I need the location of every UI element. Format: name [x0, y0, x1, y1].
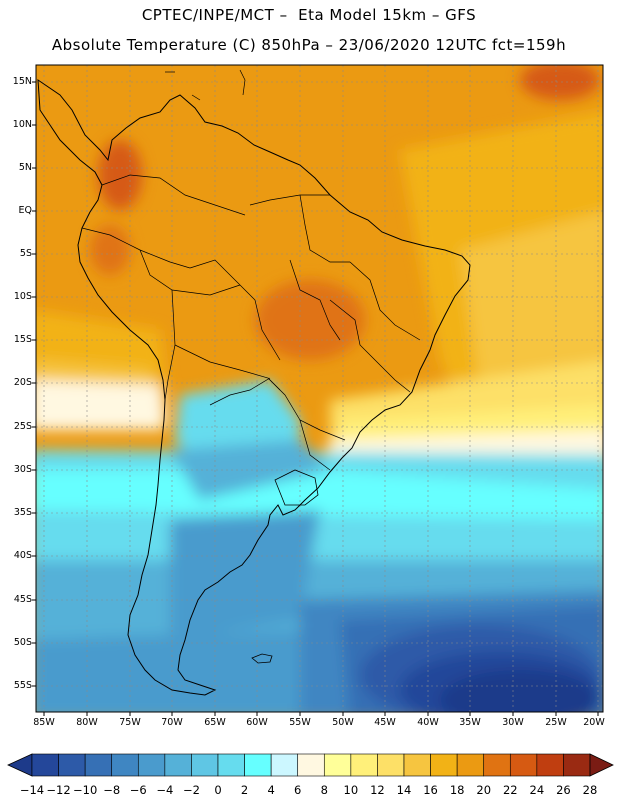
colorbar-cell — [456, 753, 485, 777]
colorbar-tick-label: −4 — [156, 783, 174, 797]
colorbar-cell — [377, 753, 405, 777]
colorbar-tick-label: 4 — [267, 783, 275, 797]
colorbar-tick-label: −14 — [19, 783, 45, 797]
colorbar-tick-label: 28 — [582, 783, 598, 797]
x-axis-label: 60W — [246, 717, 268, 728]
colorbar-cell — [430, 753, 458, 777]
y-axis-label: 55S — [13, 680, 32, 691]
x-axis-label: 75W — [119, 717, 141, 728]
colorbar-tick-label: 2 — [240, 783, 249, 797]
colorbar-cell — [191, 753, 219, 777]
colorbar-tick-label: 24 — [529, 783, 545, 797]
x-axis-label: 30W — [502, 717, 524, 728]
y-axis-label: 5N — [18, 162, 32, 173]
y-axis-label: 35S — [13, 507, 32, 518]
colorbar-tick-label: 6 — [294, 783, 302, 797]
colorbar-cell — [536, 753, 564, 777]
colorbar-tick-label: 8 — [320, 783, 328, 797]
y-axis-label: 5S — [19, 248, 32, 259]
colorbar-tick-label: −6 — [129, 783, 147, 797]
colorbar-tick-label: 12 — [370, 783, 385, 797]
colorbar-cell — [483, 753, 511, 777]
colorbar-tick-label: 16 — [423, 783, 438, 797]
colorbar-tick-label: −12 — [46, 783, 71, 797]
continent-outline — [37, 79, 471, 696]
colorbar-cell — [84, 753, 113, 777]
temperature-field — [36, 65, 603, 712]
colorbar-cell — [217, 753, 245, 777]
colorbar-cell — [111, 753, 139, 777]
map-title-line-2: Absolute Temperature (C) 850hPa – 23/06/… — [51, 36, 567, 54]
colorbar-cell — [509, 753, 538, 777]
colorbar-cell — [323, 753, 352, 777]
y-axis-label: 20S — [13, 377, 32, 388]
colorbar-cell — [137, 753, 166, 777]
map-title-line-1: CPTEC/INPE/MCT – Eta Model 15km – GFS — [141, 6, 477, 24]
colorbar-tick-label: 0 — [214, 783, 222, 797]
colorbar-cell — [164, 753, 192, 777]
colorbar-tick-label: 18 — [449, 783, 465, 797]
colorbar-cell — [31, 753, 59, 777]
colorbar-tick-label: 20 — [476, 783, 492, 797]
colorbar-tick-label: −8 — [103, 783, 121, 797]
y-axis-label: 45S — [13, 594, 32, 605]
y-axis-label: 15N — [12, 76, 32, 87]
y-axis-label: EQ — [18, 205, 32, 216]
colorbar-tick-label: 22 — [502, 783, 518, 797]
colorbar-tick-label: 26 — [556, 783, 571, 797]
x-axis-label: 55W — [289, 717, 311, 728]
colorbar-cell — [350, 753, 378, 777]
colorbar-cell — [58, 753, 86, 777]
colorbar-cell — [297, 753, 325, 777]
map-frame — [35, 64, 604, 713]
y-axis-label: 25S — [13, 421, 32, 432]
y-axis-label: 15S — [13, 334, 32, 345]
y-axis-label: 50S — [13, 637, 32, 648]
colorbar-right-arrow — [589, 753, 614, 777]
y-axis-label: 10N — [12, 119, 32, 130]
colorbar-tick-label: −2 — [182, 783, 200, 797]
colorbar-cell — [563, 753, 591, 777]
colorbar-cell — [270, 753, 299, 777]
x-axis-label: 50W — [332, 717, 354, 728]
x-axis-label: 45W — [374, 717, 396, 728]
colorbar-tick-label: 10 — [343, 783, 359, 797]
y-axis-label: 30S — [13, 464, 32, 475]
x-axis-label: 65W — [204, 717, 226, 728]
colorbar — [7, 753, 614, 777]
colorbar-cell — [244, 753, 272, 777]
x-axis-label: 80W — [76, 717, 98, 728]
colorbar-tick-label: 14 — [396, 783, 412, 797]
x-axis-label: 35W — [459, 717, 481, 728]
colorbar-cell — [403, 753, 431, 777]
x-axis-label: 25W — [545, 717, 567, 728]
x-axis-label: 20W — [583, 717, 605, 728]
colorbar-tick-label: −10 — [73, 783, 98, 797]
y-axis-label: 40S — [13, 550, 32, 561]
x-axis-label: 40W — [417, 717, 439, 728]
country-borders — [81, 174, 421, 471]
colorbar-left-arrow — [7, 753, 33, 777]
y-axis-label: 10S — [13, 291, 32, 302]
x-axis-label: 85W — [33, 717, 55, 728]
x-axis-label: 70W — [161, 717, 183, 728]
